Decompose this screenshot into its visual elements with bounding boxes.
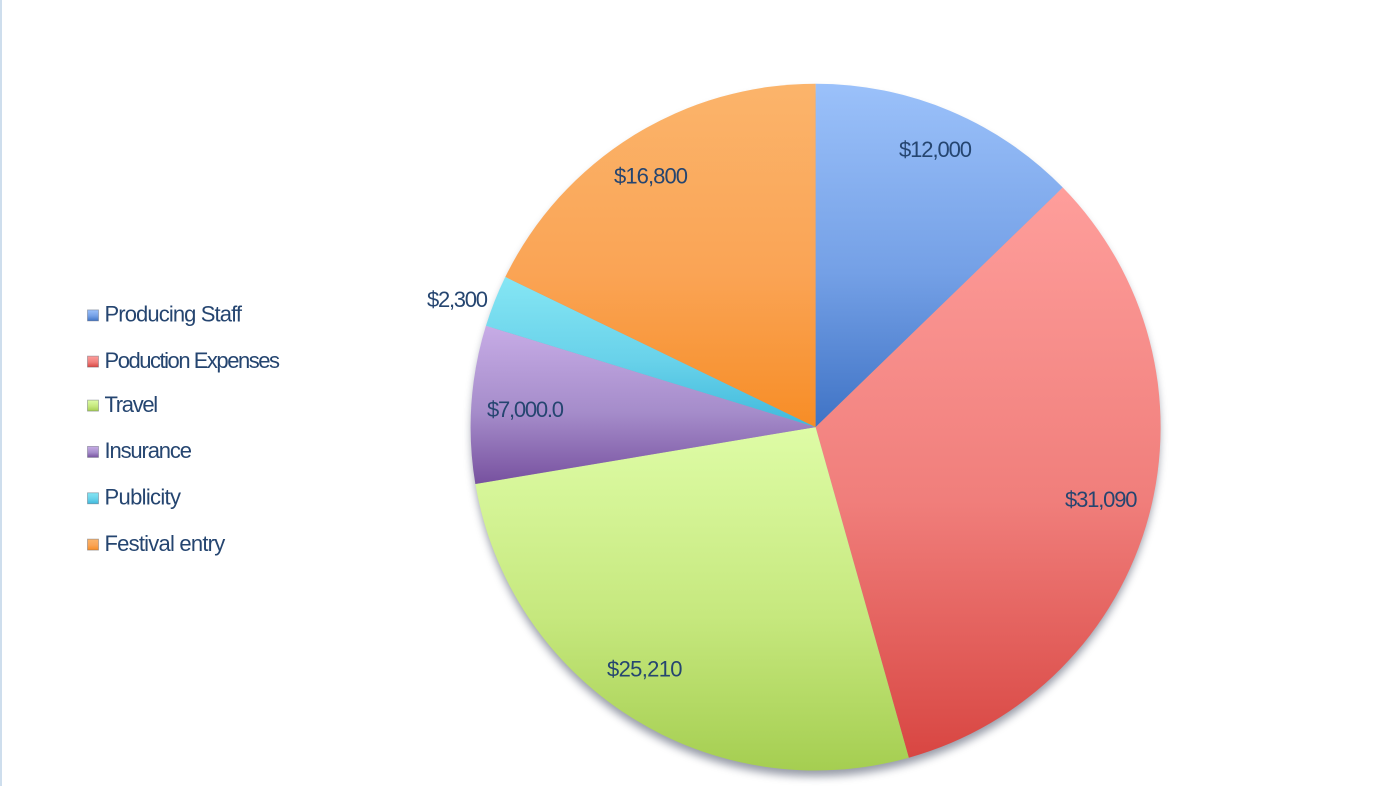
svg-text:$16,800: $16,800 <box>614 164 688 189</box>
svg-text:$25,210: $25,210 <box>607 657 683 682</box>
svg-text:$31,090: $31,090 <box>1065 487 1138 512</box>
svg-text:$2,300: $2,300 <box>427 287 488 312</box>
svg-text:Producing Staff: Producing Staff <box>105 302 243 327</box>
svg-text:Festival entry: Festival entry <box>105 531 226 556</box>
svg-text:Travel: Travel <box>105 392 159 417</box>
svg-text:Publicity: Publicity <box>105 485 182 510</box>
svg-text:$7,000.0: $7,000.0 <box>487 397 564 422</box>
svg-text:Insurance: Insurance <box>105 438 193 463</box>
svg-text:Poduction Expenses: Poduction Expenses <box>105 348 281 373</box>
svg-text:$12,000: $12,000 <box>899 137 972 162</box>
